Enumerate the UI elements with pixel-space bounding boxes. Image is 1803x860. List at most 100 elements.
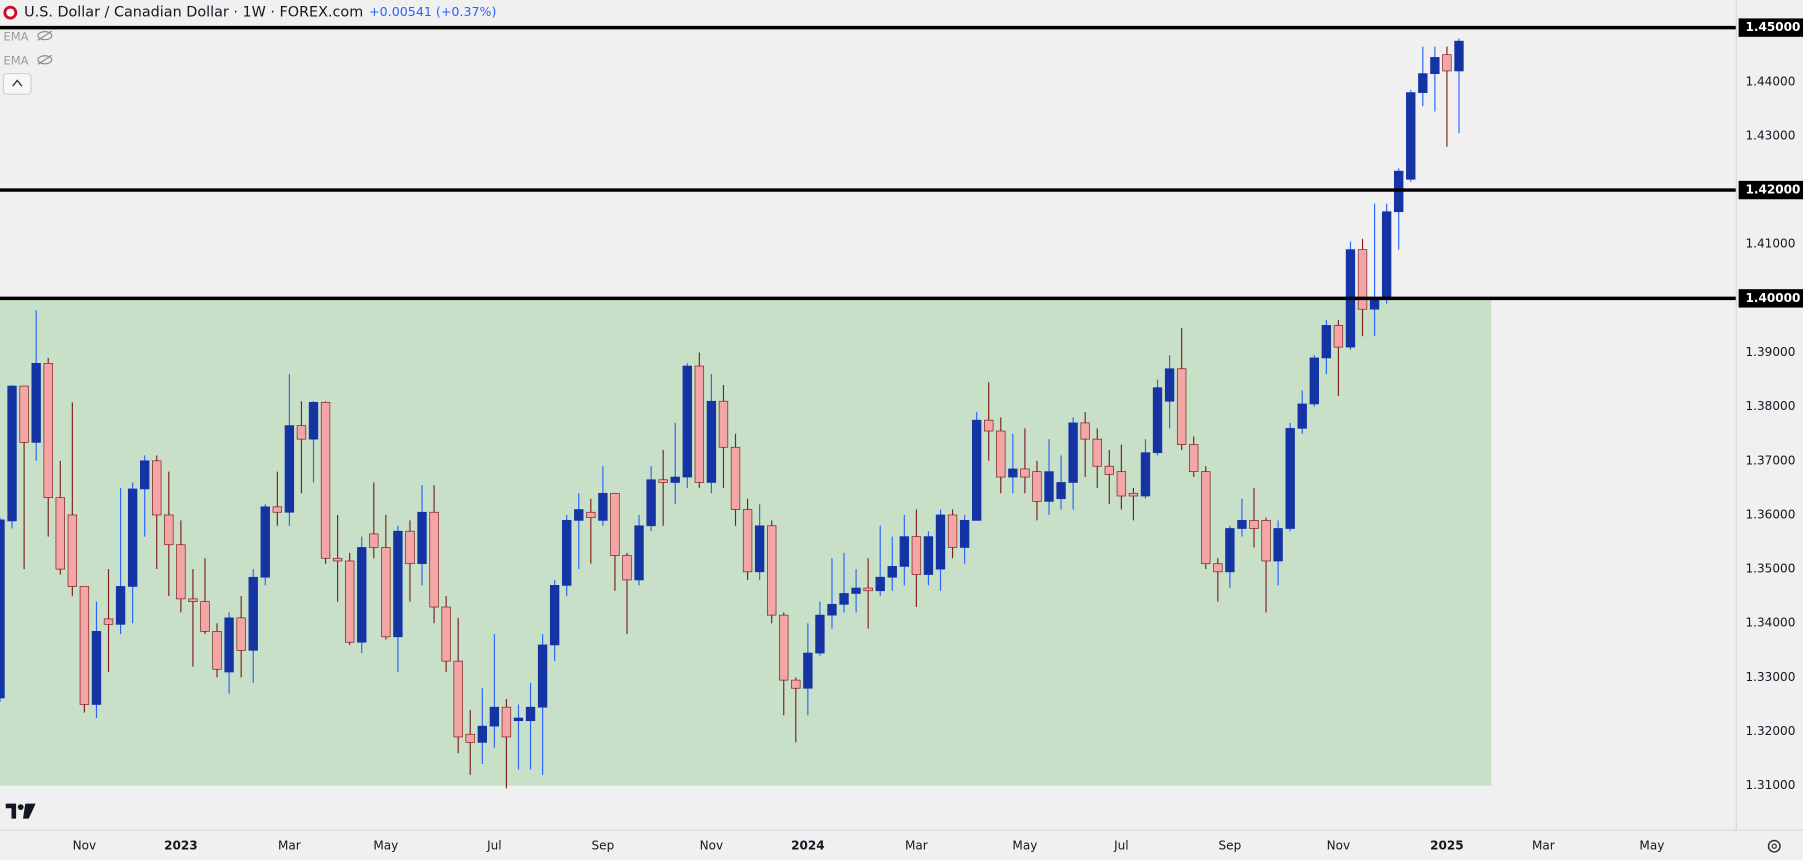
collapse-button[interactable]: [2, 73, 32, 95]
settings-icon[interactable]: [1767, 839, 1781, 853]
candle-body: [959, 520, 970, 548]
candle-body: [1008, 468, 1018, 478]
candle-body: [815, 614, 825, 654]
candle-body: [296, 425, 307, 440]
x-tick-label: Mar: [905, 839, 928, 853]
x-tick-label: 2024: [791, 839, 825, 853]
candle-body: [477, 725, 487, 743]
candle-body: [0, 519, 5, 699]
candle-body: [140, 460, 150, 490]
candle-body: [127, 488, 138, 587]
candle-body: [1333, 325, 1344, 348]
candle-body: [212, 631, 222, 670]
candle-body: [1092, 438, 1102, 467]
x-tick-label: Nov: [700, 839, 724, 853]
y-tick-label: 1.35000: [1746, 562, 1796, 576]
candle-body: [537, 644, 548, 708]
candle-body: [984, 419, 994, 432]
candle-body: [646, 479, 656, 527]
price-change: +0.00541 (+0.37%): [369, 4, 496, 19]
x-tick-label: May: [373, 839, 398, 853]
x-tick-label: 2025: [1430, 839, 1464, 853]
candle-body: [1249, 520, 1259, 529]
candle-body: [827, 603, 837, 616]
candle-body: [791, 679, 801, 689]
candle-body: [513, 717, 524, 722]
candle-body: [1297, 403, 1307, 429]
candle-body: [236, 617, 246, 651]
candle-body: [694, 365, 705, 483]
candle-body: [31, 362, 41, 443]
candle-body: [1321, 325, 1332, 359]
candle-body: [742, 509, 753, 573]
candle-body: [19, 385, 29, 443]
candle-body: [272, 506, 283, 513]
indicator-label: EMA: [3, 29, 28, 43]
candle-body: [971, 419, 982, 521]
y-tick-label: 1.45000: [1746, 20, 1801, 34]
candle-body: [441, 606, 451, 662]
candle-body: [200, 601, 210, 632]
candle-body: [574, 509, 584, 521]
candle-body: [489, 706, 500, 727]
candle-body: [706, 400, 717, 483]
candle-body: [947, 514, 958, 548]
y-tick-label: 1.36000: [1746, 507, 1796, 521]
y-tick-label: 1.39000: [1746, 345, 1796, 359]
candle-body: [1189, 444, 1199, 472]
candle-body: [465, 733, 475, 743]
candle-body: [1104, 465, 1114, 475]
candle-body: [1176, 368, 1187, 445]
candle-body: [393, 530, 403, 638]
candle-body: [1213, 563, 1223, 573]
y-tick-label: 1.34000: [1746, 616, 1796, 630]
candle-body: [453, 660, 463, 738]
candle-body: [1381, 211, 1392, 299]
y-tick-label: 1.33000: [1746, 670, 1796, 684]
x-tick-label: Sep: [592, 839, 615, 853]
candle-body: [1044, 471, 1054, 502]
candle-body: [682, 365, 692, 478]
candle-body: [91, 631, 102, 705]
x-tick-label: May: [1012, 839, 1037, 853]
candle-body: [248, 576, 258, 651]
x-tick-label: Mar: [278, 839, 301, 853]
level-price-label-bg: [1738, 289, 1803, 308]
candle-body: [176, 544, 186, 600]
candle-body: [803, 652, 813, 689]
candle-body: [863, 587, 873, 592]
candle-body: [152, 460, 162, 516]
candle-body: [586, 511, 596, 519]
y-tick-label: 1.40000: [1746, 291, 1801, 305]
candle-body: [887, 566, 897, 578]
x-tick-label: Sep: [1219, 839, 1242, 853]
x-tick-label: Nov: [73, 839, 97, 853]
candle-body: [1140, 452, 1151, 497]
time-axis: Nov 2023 Mar May Jul Sep Nov 2024 Mar May Jul Sep No…: [73, 839, 1665, 853]
candle-body: [610, 492, 620, 556]
candle-body: [1309, 357, 1319, 405]
candle-body: [115, 586, 126, 625]
candle-body: [308, 401, 319, 440]
hidden-icon[interactable]: [37, 30, 53, 41]
candle-body: [935, 514, 946, 570]
candle-body: [1261, 520, 1271, 562]
y-tick-label: 1.31000: [1746, 778, 1796, 792]
candle-body: [1056, 482, 1066, 500]
candle-body: [1225, 528, 1235, 573]
candle-body: [1357, 249, 1368, 310]
candle-body: [1430, 57, 1440, 74]
chart-title: U.S. Dollar / Canadian Dollar · 1W · FOR…: [24, 5, 363, 21]
candle-body: [320, 401, 331, 559]
flag-icon-inner: [6, 8, 15, 17]
candle-body: [923, 536, 934, 575]
candle-body: [622, 555, 632, 581]
candle-body: [344, 560, 355, 643]
candle-body: [381, 547, 391, 638]
y-tick-label: 1.37000: [1746, 453, 1796, 467]
candle-body: [598, 492, 608, 521]
candle-body: [996, 430, 1006, 478]
hidden-icon[interactable]: [37, 54, 53, 65]
candle-body: [1080, 422, 1090, 440]
